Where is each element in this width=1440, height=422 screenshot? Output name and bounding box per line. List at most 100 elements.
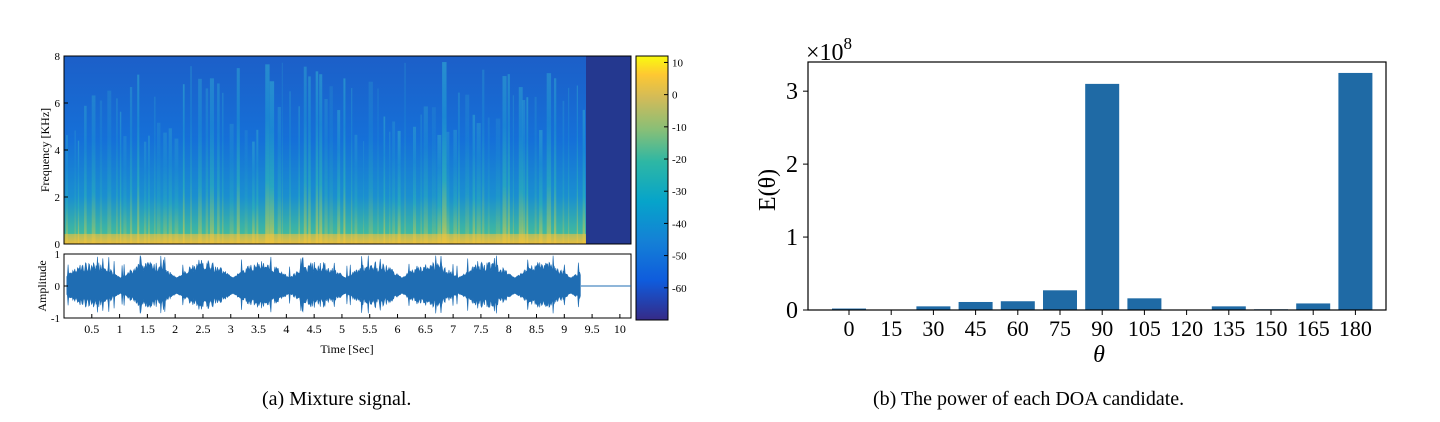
spectrogram-stripe	[163, 132, 167, 244]
spectrogram-stripe	[324, 98, 328, 244]
bar-chart-x-tick-label: 90	[1091, 316, 1113, 341]
spectrogram-silence-region	[586, 56, 631, 244]
waveform-x-tick-label: 1.5	[140, 322, 155, 336]
waveform-x-tick-label: 9	[561, 322, 567, 336]
waveform-x-tick-label: 8.5	[529, 322, 544, 336]
spectrogram-stripe	[518, 87, 523, 244]
bar-45	[958, 301, 993, 310]
bar-105	[1127, 298, 1162, 310]
spectrogram-stripe	[198, 78, 202, 244]
waveform-x-tick-label: 2.5	[195, 322, 210, 336]
spectrogram-stripe	[502, 76, 507, 244]
spectrogram-stripe	[457, 92, 460, 244]
spectrogram-stripe	[129, 87, 133, 244]
spectrogram-stripe	[431, 107, 436, 244]
spectrogram-stripe	[143, 141, 147, 244]
colorbar-tick-label: -50	[672, 251, 687, 263]
colorbar-tick-label: 0	[672, 90, 678, 102]
spectrogram-stripe	[453, 129, 457, 244]
colorbar-tick-label: -20	[672, 154, 687, 166]
bar-60	[1000, 301, 1035, 310]
spectrogram-stripe	[526, 97, 529, 244]
bar-chart-y-tick-label: 3	[786, 79, 798, 105]
spectrogram-stripe	[99, 100, 103, 245]
bar-chart-x-tick-label: 45	[965, 316, 987, 341]
waveform-x-tick-label: 3.5	[251, 322, 266, 336]
bar-chart: 0 1 2 3 0 15 30 45 60 75 90 105 120 135 150 165 180 ×10…	[755, 34, 1387, 368]
spectrogram-stripe	[351, 88, 353, 244]
spectrogram-stripe	[512, 95, 514, 244]
spectrogram-y-tick-label: 6	[55, 98, 61, 110]
spectrogram-stripe	[209, 78, 214, 244]
spectrogram-stripe	[222, 92, 224, 245]
bar-chart-y-tick-label: 1	[786, 225, 798, 251]
spectrogram-stripe	[582, 109, 586, 244]
spectrogram-stripe	[495, 118, 501, 244]
colorbar-gradient	[635, 55, 669, 321]
spectrogram-stripe	[354, 134, 358, 244]
waveform-x-ticks: 0.5 1 1.5 2 2.5 3 3.5 4 4.5 5 5.5 6 6.5 7 7.5 8 8.5 9 9.5 1…	[84, 314, 626, 336]
spectrogram-stripe	[74, 130, 76, 244]
spectrogram-stripe	[487, 117, 490, 244]
bar-chart-x-tick-label: 75	[1049, 316, 1071, 341]
bar-90	[1085, 83, 1120, 310]
spectrogram-stripe	[229, 123, 234, 244]
bar-chart-ylabel: E(θ)	[755, 169, 781, 211]
spectrogram-stripe	[244, 130, 248, 244]
spectrogram-stripe	[442, 62, 447, 244]
bar-chart-x-tick-label: 150	[1255, 316, 1288, 341]
bar-180	[1338, 72, 1373, 310]
spectrogram-stripe	[476, 123, 481, 244]
spectrogram-stripe	[281, 62, 283, 244]
spectrogram-stripe	[168, 128, 172, 244]
bar-30	[916, 306, 951, 310]
waveform-x-tick-label: 6.5	[418, 322, 433, 336]
spectrogram-stripe	[205, 88, 209, 244]
waveform-y-tick-label: 1	[55, 249, 61, 261]
spectrogram-stripe	[236, 68, 240, 244]
spectrogram-stripe	[423, 106, 428, 244]
bar-chart-x-ticks: 0 15 30 45 60 75 90 105 120 135 150 165 180	[844, 310, 1372, 341]
waveform-xlabel: Time [Sec]	[320, 342, 373, 356]
spectrogram-y-tick-label: 8	[55, 51, 61, 63]
bar-chart-x-tick-label: 165	[1297, 316, 1330, 341]
waveform-x-tick-label: 1	[117, 322, 123, 336]
spectrogram-stripe	[182, 84, 185, 244]
waveform-x-tick-label: 3	[228, 322, 234, 336]
waveform-x-tick-label: 2	[172, 322, 178, 336]
spectrogram-stripe	[413, 126, 417, 244]
spectrogram-stripe	[123, 136, 127, 244]
spectrogram-stripe	[289, 91, 291, 244]
spectrogram-y-tick-label: 2	[55, 192, 61, 204]
waveform-x-tick-label: 10	[614, 322, 626, 336]
spectrogram-stripe	[553, 78, 557, 244]
spectrogram-stripe	[404, 62, 406, 245]
spectrogram-stripe	[156, 122, 161, 244]
waveform-x-tick-label: 7.5	[473, 322, 488, 336]
spectrogram-panel: 0 2 4 6 8 Frequency [KHz]	[38, 51, 632, 251]
bar-chart-x-tick-label: 60	[1007, 316, 1029, 341]
spectrogram-stripe	[465, 94, 470, 245]
spectrogram-stripe	[91, 95, 96, 244]
spectrogram-stripe	[107, 90, 112, 244]
waveform-x-tick-label: 9.5	[585, 322, 600, 336]
caption-b: (b) The power of each DOA candidate.	[873, 388, 1185, 410]
spectrogram-stripe	[534, 96, 537, 244]
spectrogram-stripe	[256, 129, 259, 244]
bar-chart-x-tick-label: 30	[922, 316, 944, 341]
bar-0	[832, 308, 866, 310]
colorbar-tick-label: 10	[672, 57, 684, 69]
spectrogram-stripe	[437, 134, 442, 244]
spectrogram-stripe	[539, 130, 543, 244]
spectrogram-stripe	[269, 81, 275, 244]
spectrogram-stripe	[397, 130, 401, 244]
spectrogram-stripe	[472, 114, 476, 245]
colorbar-ticks: 10 0 -10 -20 -30 -40 -50 -60	[664, 57, 687, 295]
spectrogram-stripe	[546, 73, 552, 244]
spectrogram-stripe	[420, 114, 422, 245]
spectrogram-stripe	[298, 106, 300, 244]
spectrogram-stripe	[119, 111, 122, 245]
spectrogram-stripe	[482, 69, 485, 244]
waveform-x-tick-label: 5.5	[362, 322, 377, 336]
